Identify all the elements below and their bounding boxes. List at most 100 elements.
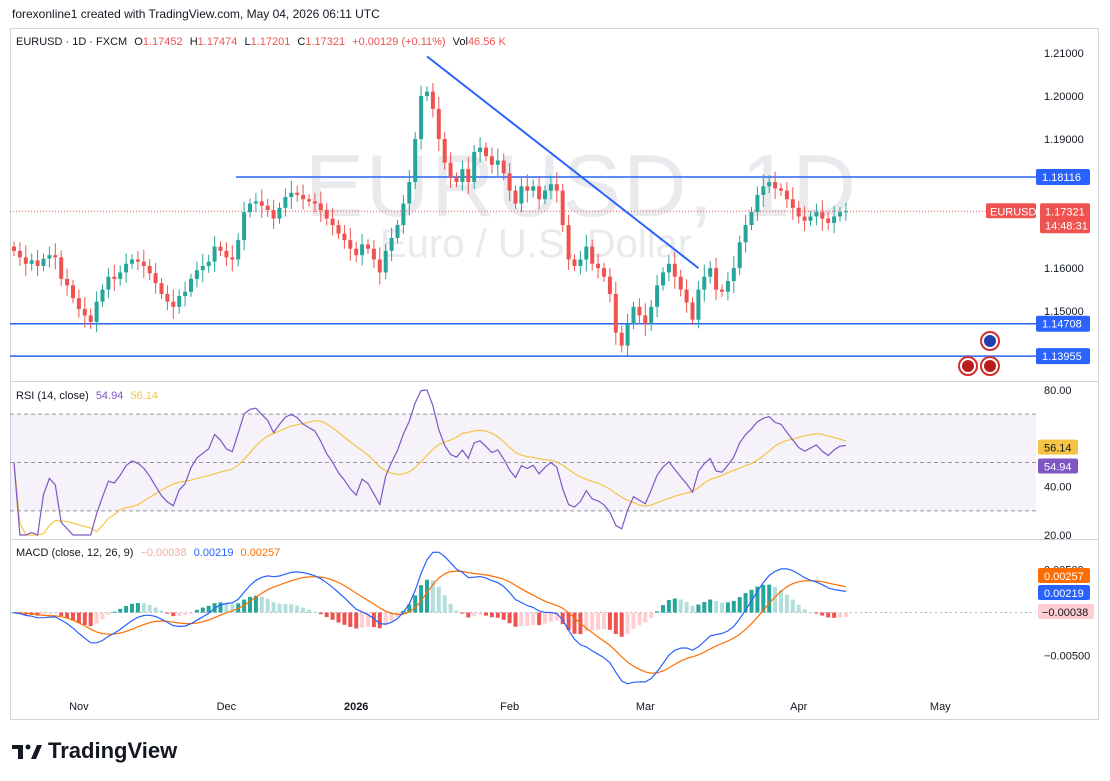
high-value: 1.17474: [197, 36, 238, 48]
rsi-pane-separator[interactable]: [10, 381, 1099, 382]
macd-hist-bar-94: [566, 612, 571, 631]
candle-body-55: [336, 225, 341, 234]
macd-hist-bar-91: [548, 612, 553, 622]
candle-body-89: [537, 186, 542, 200]
macd-hist-bar-14: [94, 612, 99, 624]
candle-body-87: [525, 186, 530, 191]
symbol-tag: EURUSD: [990, 206, 1037, 218]
macd-hist-bar-72: [436, 586, 441, 613]
rsi-legend-label[interactable]: RSI (14, close): [16, 390, 89, 402]
candle-body-52: [318, 203, 323, 210]
macd-legend-hist: −0.00038: [140, 547, 187, 559]
macd-hist-bar-28: [177, 612, 182, 616]
candle-body-2: [23, 257, 28, 264]
candle-body-135: [808, 216, 813, 221]
candle-body-80: [484, 147, 488, 157]
candle-body-39: [242, 212, 247, 241]
close-label: C: [297, 36, 306, 48]
macd-legend-macd: 0.00219: [193, 547, 234, 559]
candle-body-103: [619, 332, 624, 346]
candle-body-127: [761, 186, 766, 195]
symbol-name[interactable]: EURUSD · 1D · FXCM: [16, 36, 128, 48]
candle-body-130: [779, 188, 783, 191]
macd-hist-bar-5: [41, 612, 46, 616]
rsi-ma-label: 56.14: [1044, 443, 1072, 455]
macd-hist-bar-101: [607, 612, 612, 630]
x-tick-Apr: Apr: [790, 701, 807, 713]
candle-body-43: [265, 205, 270, 210]
candle-body-113: [678, 276, 683, 290]
candle-body-78: [472, 151, 477, 183]
macd-hist-bar-78: [472, 612, 477, 617]
candle-body-101: [607, 276, 612, 294]
macd-hist-bar-42: [259, 596, 264, 613]
macd-hist-bar-130: [779, 590, 783, 613]
macd-hist-bar-68: [413, 595, 418, 613]
macd-hist-bar-19: [124, 605, 129, 613]
candle-body-36: [224, 250, 229, 258]
candle-body-105: [631, 306, 636, 325]
candle-body-46: [283, 197, 288, 208]
candle-body-25: [159, 283, 164, 294]
macd-hist-bar-6: [47, 612, 52, 614]
macd-hist-label-bg: [1038, 604, 1094, 619]
x-tick-Mar: Mar: [636, 701, 655, 713]
price-tick-1.21000: 1.21000: [1044, 48, 1084, 60]
macd-signal-label: 0.00257: [1044, 571, 1084, 583]
macd-legend-label[interactable]: MACD (close, 12, 26, 9): [16, 547, 134, 559]
candle-body-69: [419, 95, 424, 139]
candle-body-125: [749, 212, 754, 226]
rsi-label: 54.94: [1044, 462, 1072, 474]
macd-hist-bar-127: [761, 584, 766, 613]
volume-label: Vol: [452, 36, 468, 48]
candle-body-26: [165, 293, 170, 302]
candle-body-111: [666, 263, 671, 273]
macd-hist-bar-103: [619, 612, 624, 637]
candle-body-3: [29, 260, 34, 264]
candle-body-38: [236, 240, 241, 260]
macd-hist-bar-137: [820, 612, 825, 616]
macd-hist-bar-81: [489, 612, 494, 618]
macd-hist-bar-86: [519, 612, 524, 627]
macd-legend: MACD (close, 12, 26, 9) −0.00038 0.00219…: [16, 547, 284, 559]
candle-body-124: [743, 225, 748, 243]
candle-body-28: [177, 296, 182, 307]
x-tick-Dec: Dec: [217, 701, 237, 713]
symbol-tag-bg: [986, 203, 1036, 219]
macd-hist-bar-74: [448, 603, 453, 613]
macd-hist-bar-139: [832, 612, 837, 618]
candle-body-18: [118, 272, 123, 279]
candle-body-133: [796, 207, 801, 217]
macd-hist-bar-7: [53, 612, 58, 614]
tradingview-logo-icon: [12, 744, 42, 759]
macd-hist-bar-49: [301, 607, 306, 613]
candle-body-76: [460, 169, 465, 183]
candle-body-137: [820, 212, 825, 219]
macd-hist-bar-97: [584, 612, 589, 632]
macd-legend-signal: 0.00257: [240, 547, 281, 559]
candle-body-54: [330, 218, 335, 226]
candle-body-9: [65, 278, 70, 286]
macd-pane-separator[interactable]: [10, 539, 1099, 540]
macd-hist-bar-27: [171, 612, 176, 617]
macd-hist-bar-15: [100, 612, 105, 620]
macd-hist-bar-29: [183, 612, 188, 616]
rsi-tick-80.00: 80.00: [1044, 385, 1072, 397]
rsi-label-bg: [1038, 458, 1078, 474]
candle-body-122: [731, 268, 736, 282]
macd-hist-bar-119: [714, 601, 719, 613]
macd-hist-bar-69: [419, 585, 424, 613]
price-tick-1.16000: 1.16000: [1044, 263, 1084, 275]
trendline: [426, 55, 700, 269]
candle-body-62: [377, 259, 382, 273]
macd-hist-bar-113: [678, 599, 683, 613]
candle-body-48: [295, 192, 300, 195]
candle-body-17: [112, 276, 117, 279]
candle-body-74: [448, 162, 453, 178]
macd-hist-bar-64: [389, 612, 394, 622]
candle-body-30: [189, 278, 193, 292]
macd-hist-bar-105: [631, 612, 636, 629]
macd-hist-bar-108: [649, 612, 654, 618]
candle-body-98: [590, 246, 595, 264]
